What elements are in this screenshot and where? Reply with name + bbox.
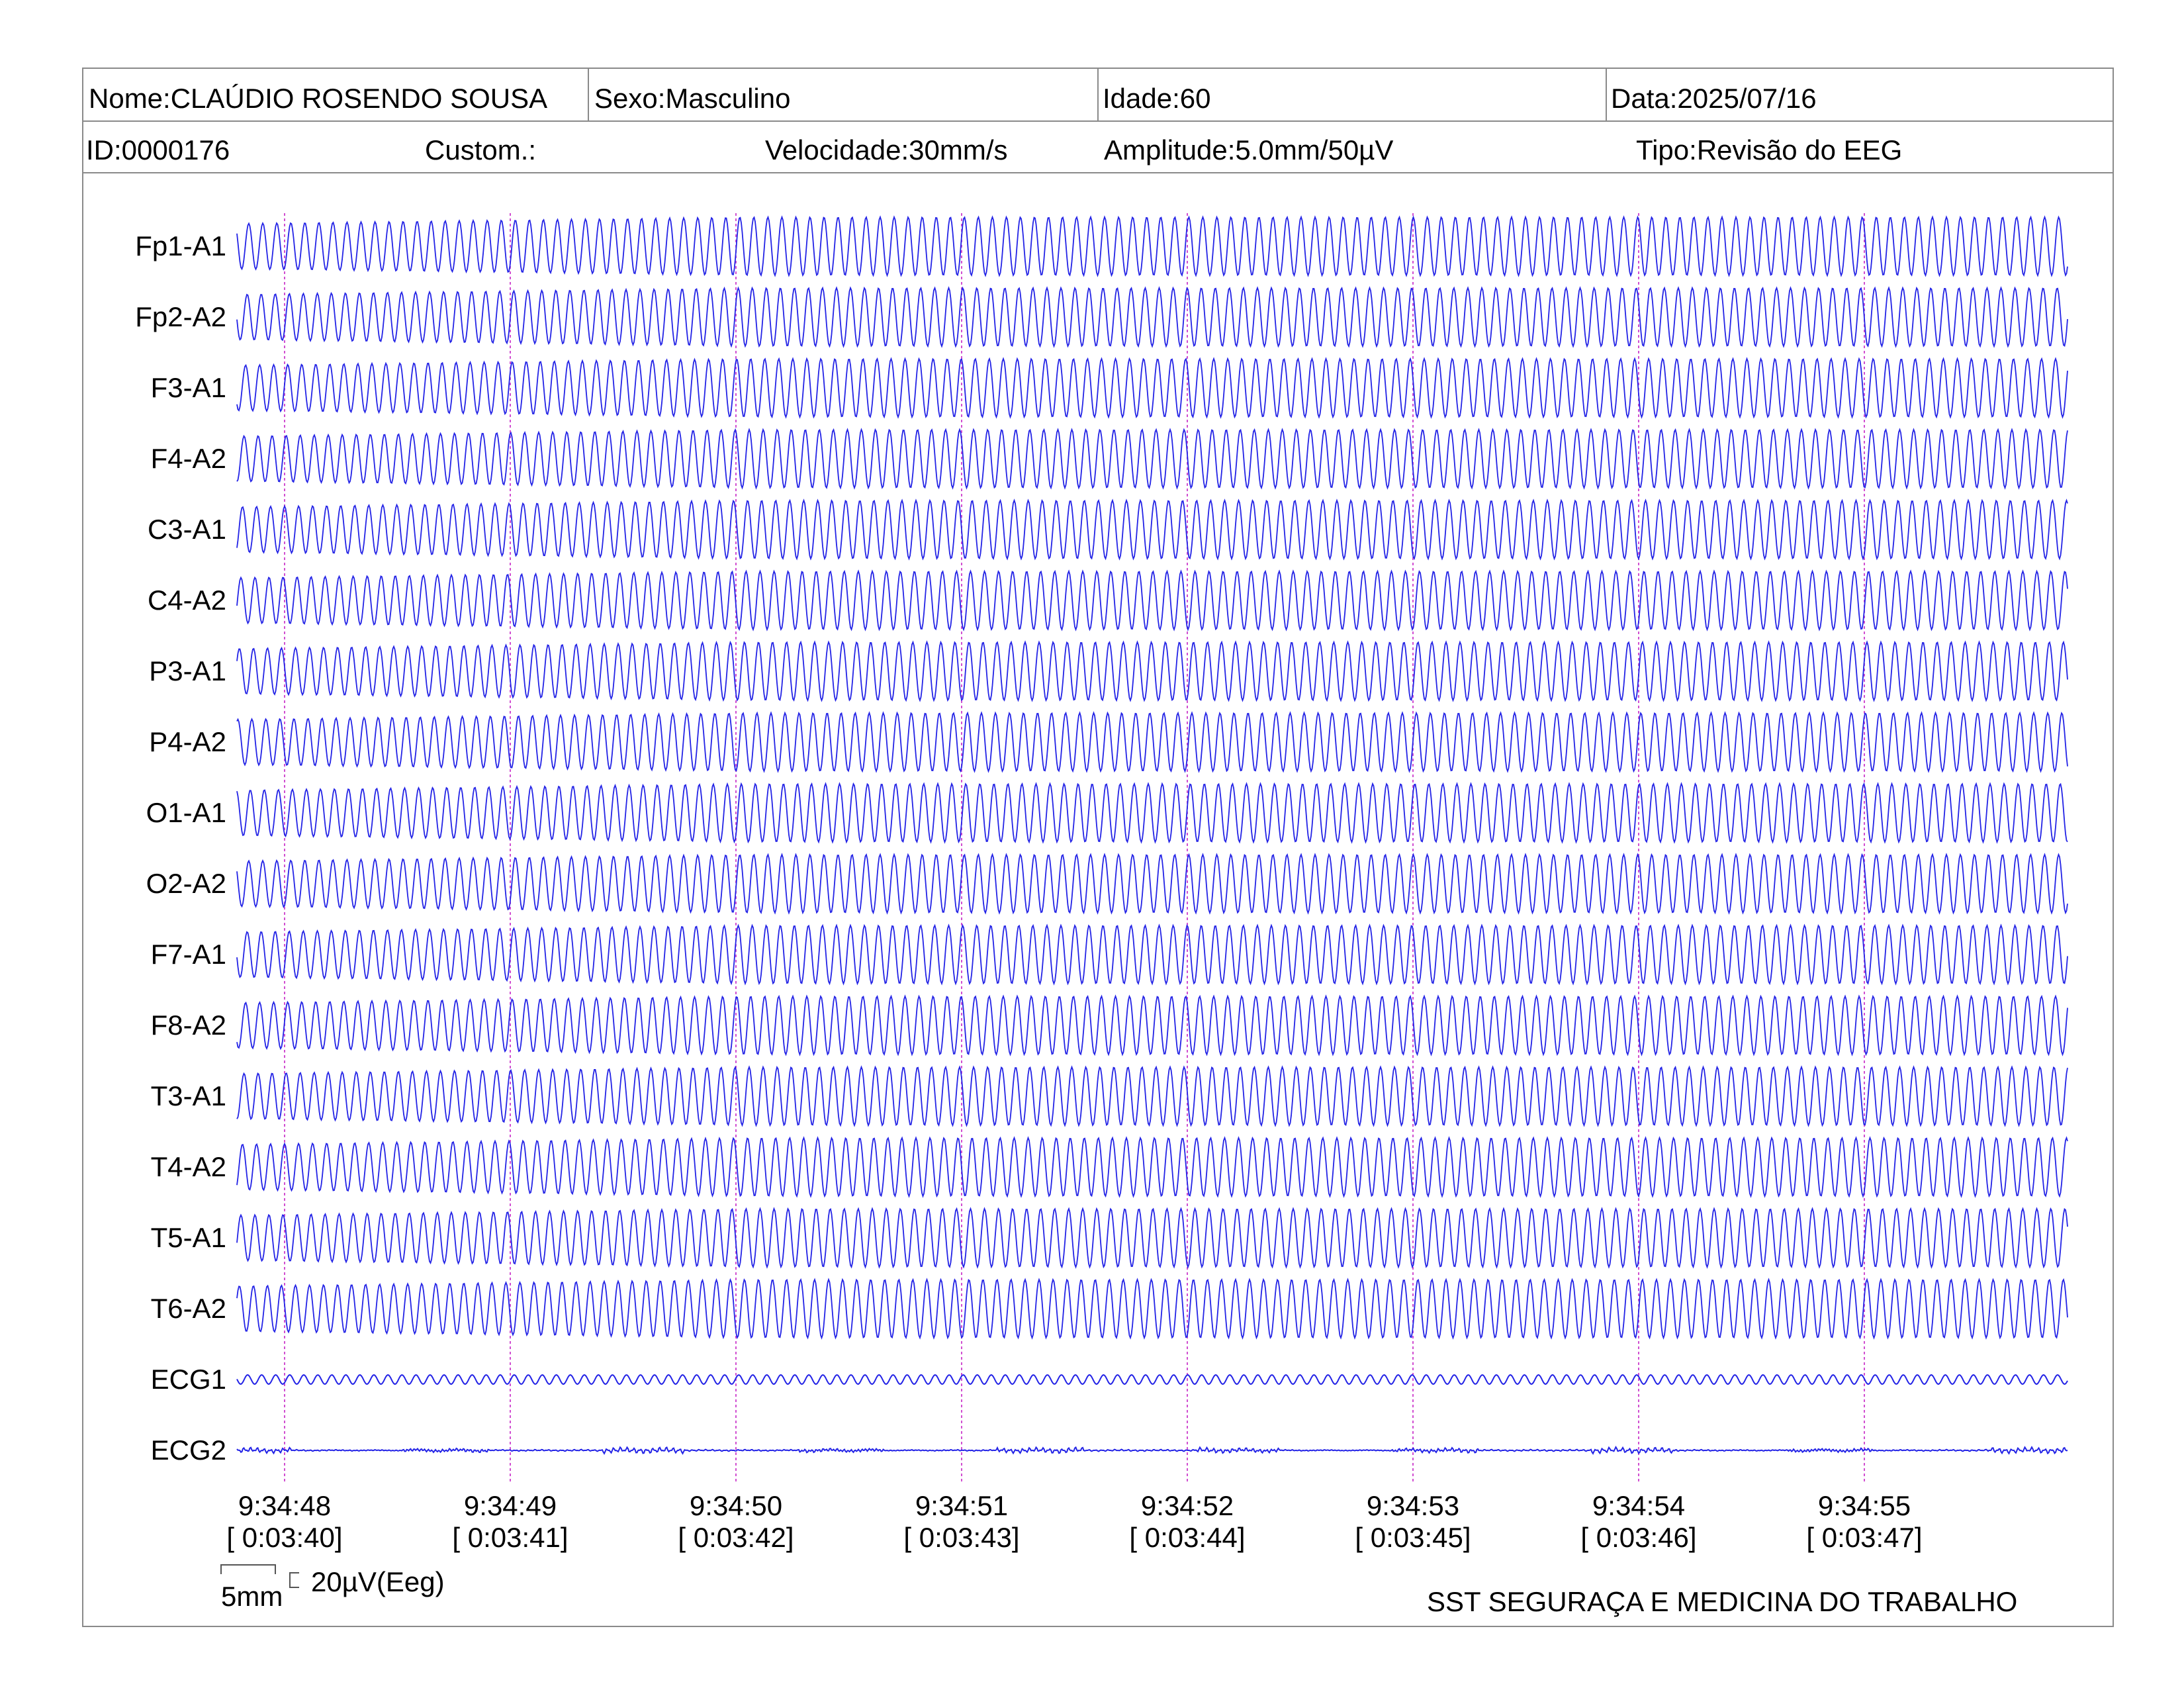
- elapsed-tick-label: [ 0:03:41]: [452, 1522, 569, 1553]
- channel-label: C4-A2: [147, 585, 226, 616]
- channel-label: O1-A1: [146, 797, 226, 828]
- custom-field: Custom.:: [425, 134, 537, 165]
- channel-trace: [236, 994, 2068, 1056]
- patient-id: ID:0000176: [86, 134, 230, 165]
- header-separator: [588, 69, 589, 120]
- channel-trace: [236, 569, 2068, 632]
- header-separator: [1097, 69, 1099, 120]
- channel-label: F3-A1: [150, 372, 226, 403]
- channel-trace: [236, 357, 2068, 419]
- scale-time-label: 5mm: [221, 1581, 283, 1612]
- channel-label: C3-A1: [147, 514, 226, 545]
- time-tick-label: 9:34:52: [1140, 1490, 1234, 1521]
- channel-label: ECG2: [150, 1434, 226, 1466]
- channel-label: T6-A2: [150, 1293, 226, 1324]
- elapsed-tick-label: [ 0:03:42]: [678, 1522, 794, 1553]
- channel-label: P4-A2: [149, 726, 226, 757]
- time-tick-label: 9:34:51: [915, 1490, 1009, 1521]
- record-date: Data:2025/07/16: [1611, 83, 1817, 114]
- channel-trace: [236, 1207, 2068, 1269]
- channel-label: F4-A2: [150, 443, 226, 474]
- elapsed-tick-label: [ 0:03:40]: [226, 1522, 343, 1553]
- speed-setting: Velocidade:30mm/s: [765, 134, 1008, 165]
- channel-trace: [236, 215, 2068, 277]
- amplitude-setting: Amplitude:5.0mm/50µV: [1104, 134, 1394, 165]
- channel-trace: [236, 1278, 2068, 1340]
- channel-trace: [236, 286, 2068, 348]
- channel-label: ECG1: [150, 1364, 226, 1395]
- elapsed-tick-label: [ 0:03:47]: [1806, 1522, 1923, 1553]
- header-divider: [83, 120, 2113, 122]
- report-frame: Nome:CLAÚDIO ROSENDO SOUSA Sexo:Masculin…: [82, 68, 2114, 1627]
- channel-label: Fp1-A1: [135, 230, 226, 261]
- channel-label: Fp2-A2: [135, 301, 226, 332]
- scale-bar-icon: [220, 1564, 299, 1588]
- time-tick-label: 9:34:48: [238, 1490, 332, 1521]
- patient-sex: Sexo:Masculino: [594, 83, 791, 114]
- channel-trace: [236, 782, 2068, 844]
- header-bottom-line: [83, 172, 2113, 173]
- channel-label: O2-A2: [146, 868, 226, 899]
- channel-trace: [236, 711, 2068, 773]
- channel-trace: [236, 853, 2068, 915]
- channel-label: F7-A1: [150, 939, 226, 970]
- elapsed-tick-label: [ 0:03:46]: [1580, 1522, 1697, 1553]
- channel-trace: [236, 923, 2068, 986]
- scale-amplitude-label: 20µV(Eeg): [311, 1566, 445, 1597]
- channel-trace: [236, 498, 2068, 561]
- elapsed-tick-label: [ 0:03:45]: [1355, 1522, 1471, 1553]
- channel-trace: [236, 1374, 2068, 1385]
- elapsed-tick-label: [ 0:03:44]: [1129, 1522, 1246, 1553]
- channel-label: T3-A1: [150, 1080, 226, 1111]
- channel-trace: [236, 640, 2068, 702]
- elapsed-tick-label: [ 0:03:43]: [903, 1522, 1020, 1553]
- time-tick-label: 9:34:53: [1366, 1490, 1460, 1521]
- header-separator: [1606, 69, 1607, 120]
- channel-label: T4-A2: [150, 1151, 226, 1182]
- channel-trace: [236, 1065, 2068, 1127]
- channel-trace: [236, 1136, 2068, 1198]
- time-tick-label: 9:34:54: [1592, 1490, 1686, 1521]
- channel-label: T5-A1: [150, 1222, 226, 1253]
- patient-age: Idade:60: [1103, 83, 1211, 114]
- time-tick-label: 9:34:55: [1817, 1490, 1911, 1521]
- channel-trace: [236, 1446, 2068, 1455]
- record-type: Tipo:Revisão do EEG: [1636, 134, 1903, 165]
- time-tick-label: 9:34:50: [689, 1490, 783, 1521]
- channel-label: P3-A1: [149, 655, 226, 686]
- time-tick-label: 9:34:49: [463, 1490, 557, 1521]
- channel-label: F8-A2: [150, 1009, 226, 1041]
- channel-trace: [236, 428, 2068, 490]
- patient-name: Nome:CLAÚDIO ROSENDO SOUSA: [89, 83, 548, 114]
- institution-name: SST SEGURAÇA E MEDICINA DO TRABALHO: [1427, 1586, 2018, 1617]
